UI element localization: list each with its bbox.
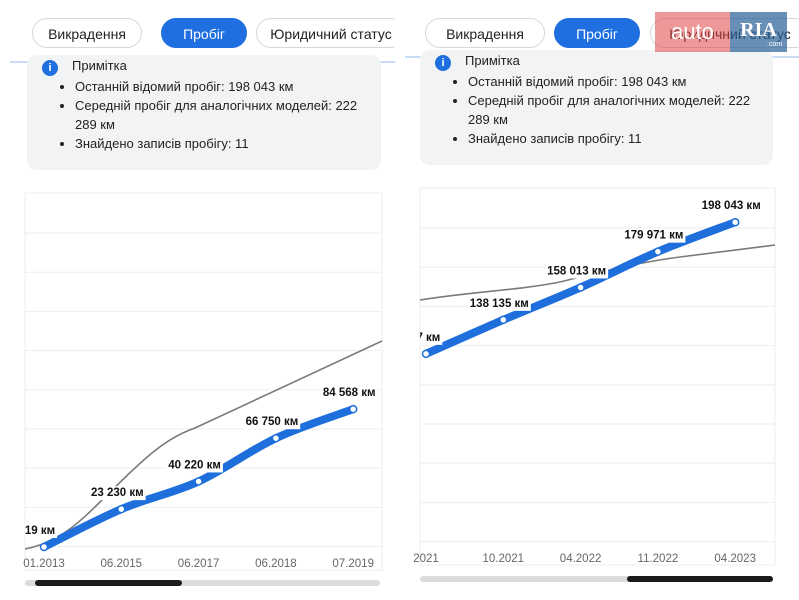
chart-area: 277 км 138 135 км 158 013 км 179 971 км 198 …	[404, 199, 775, 543]
note-list: Останній відомий пробіг: 198 043 кмСеред…	[57, 77, 375, 153]
x-tick-label: 10.2021	[483, 553, 525, 565]
x-tick-label: 01.2013	[23, 558, 65, 570]
scroll-thumb	[35, 580, 182, 586]
x-tick-label: 11.2022	[638, 553, 679, 565]
logo-auto: auto	[655, 12, 730, 52]
point	[348, 404, 358, 414]
point	[271, 433, 281, 443]
point	[653, 247, 663, 256]
panel: Викрадення Пробіг Юридичний статус i Примітк…	[0, 0, 395, 600]
x-tick-label: 06.2017	[178, 558, 220, 570]
info-icon: i	[42, 60, 58, 76]
point	[730, 217, 740, 227]
label-bg	[320, 386, 378, 401]
value-label: 40 220 км	[168, 459, 221, 471]
info-icon: i	[435, 55, 451, 71]
value-label: 66 750 км	[246, 416, 299, 428]
tab[interactable]: Викрадення	[425, 18, 545, 48]
note-item: Середній пробіг для аналогічних моделей:…	[75, 96, 375, 134]
tab[interactable]: Викрадення	[32, 18, 142, 48]
note-item: Останній відомий пробіг: 198 043 км	[468, 72, 768, 91]
label-bg	[420, 330, 443, 345]
point	[194, 477, 203, 486]
logo-domain: .com	[767, 41, 783, 48]
tab[interactable]: Юридичний статус	[256, 18, 395, 48]
point	[499, 315, 508, 325]
value-label: 84 568 км	[323, 387, 376, 399]
value-label: 158 013 км	[547, 265, 606, 277]
value-label: 179 971 км	[624, 230, 683, 242]
label-bg	[25, 523, 58, 538]
x-tick-label: 04.2022	[560, 553, 602, 565]
x-tick-label: 07.2019	[332, 558, 374, 570]
label-bg	[88, 486, 146, 501]
value-label: 198 043 км	[702, 200, 761, 212]
note-card: i Примітка Останній відомий пробіг: 198 04…	[27, 55, 381, 170]
value-label: 277 км	[404, 332, 441, 344]
point	[576, 283, 585, 292]
chart-area: 19 км 23 230 км 40 220 км 66 750 км 84 568 к…	[25, 232, 382, 552]
value-label: 138 135 км	[470, 298, 529, 310]
note-list: Останній відомий пробіг: 198 043 кмСеред…	[450, 72, 768, 148]
label-bg	[622, 228, 686, 243]
note-item: Середній пробіг для аналогічних моделей:…	[468, 91, 768, 129]
note-item: Останній відомий пробіг: 198 043 км	[75, 77, 375, 96]
value-label: 19 км	[25, 525, 55, 537]
note-item: Знайдено записів пробігу: 11	[75, 134, 375, 153]
note-title: Примітка	[72, 58, 127, 73]
note-title: Примітка	[465, 53, 520, 68]
label-bg	[166, 458, 223, 473]
point	[117, 504, 126, 514]
tab[interactable]: Пробіг	[161, 18, 247, 48]
x-tick-label: 2021	[413, 553, 439, 565]
x-tick-label: 06.2018	[255, 558, 297, 570]
point	[421, 349, 431, 359]
label-bg	[545, 264, 609, 279]
label-bg	[467, 296, 531, 311]
note-card: i Примітка Останній відомий пробіг: 198 04…	[420, 50, 773, 165]
point	[39, 542, 49, 552]
logo: auto RIA .com	[655, 12, 787, 52]
value-label: 23 230 км	[91, 487, 144, 499]
label-bg	[699, 199, 763, 214]
logo-ria: RIA	[730, 12, 787, 52]
label-bg	[243, 415, 301, 430]
x-tick-label: 06.2015	[101, 558, 143, 570]
x-tick-label: 04.2023	[714, 553, 756, 565]
tab[interactable]: Пробіг	[554, 18, 640, 48]
scroll-thumb	[627, 576, 773, 582]
note-item: Знайдено записів пробігу: 11	[468, 129, 768, 148]
average-line	[420, 244, 775, 301]
